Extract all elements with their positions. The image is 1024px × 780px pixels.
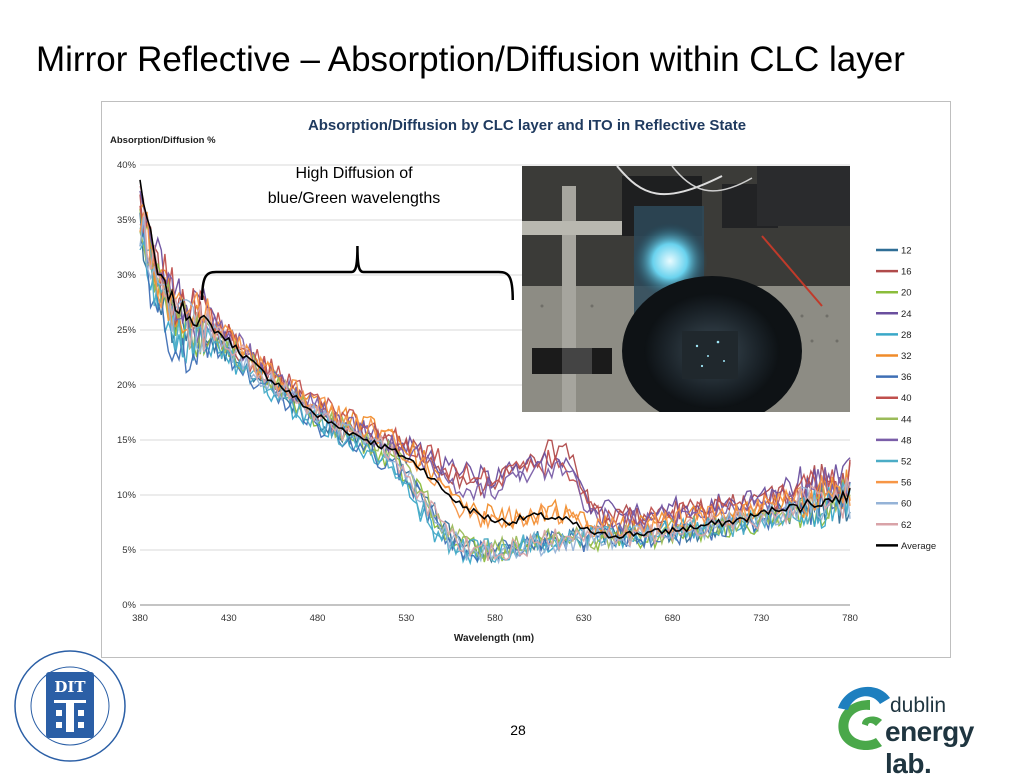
- y-tick-label: 5%: [122, 545, 136, 556]
- legend-label: 48: [901, 435, 912, 446]
- legend-label: Average: [901, 541, 936, 552]
- y-tick-label: 25%: [117, 325, 137, 336]
- legend-label: 36: [901, 372, 912, 383]
- page-number: 28: [510, 722, 526, 738]
- x-tick-label: 480: [310, 613, 326, 624]
- axes: 0% 5% 10% 15% 20% 25% 30% 35% 40% 380 430 480 530 580…: [117, 160, 858, 624]
- chart-title: Absorption/Diffusion by CLC layer and IT…: [308, 117, 746, 134]
- legend-label: 12: [901, 246, 912, 257]
- legend-label: 16: [901, 267, 912, 278]
- legend-label: 40: [901, 393, 912, 404]
- y-tick-label: 10%: [117, 490, 137, 501]
- legend: 12 16 20 24 28 32 36 40 44 48 52 56 60 62 Average: [876, 246, 936, 552]
- y-axis-label: Absorption/Diffusion %: [110, 135, 216, 146]
- legend-label: 62: [901, 520, 912, 531]
- y-tick-label: 40%: [117, 160, 137, 171]
- y-tick-label: 35%: [117, 215, 137, 226]
- x-tick-label: 680: [665, 613, 681, 624]
- x-tick-label: 580: [487, 613, 503, 624]
- logo-text-energy-lab: energy lab.: [885, 716, 974, 779]
- series-line-average: [139, 179, 851, 539]
- series-lines: [139, 179, 851, 566]
- x-tick-label: 630: [576, 613, 592, 624]
- x-tick-label: 780: [842, 613, 858, 624]
- logo-text-dublin: dublin: [890, 694, 947, 717]
- x-tick-label: 380: [132, 613, 148, 624]
- x-tick-label: 530: [398, 613, 414, 624]
- dit-logo: DIT: [12, 648, 128, 764]
- dit-logo-text: DIT: [54, 678, 86, 696]
- legend-label: 32: [901, 351, 912, 362]
- legend-label: 52: [901, 457, 912, 468]
- legend-label: 28: [901, 330, 912, 341]
- dublin-energy-lab-logo: [832, 680, 1014, 756]
- annotation-text-line2: blue/Green wavelengths: [268, 190, 441, 207]
- legend-label: 60: [901, 499, 912, 510]
- y-tick-label: 0%: [122, 600, 136, 611]
- legend-label: 44: [901, 414, 912, 425]
- x-axis-label: Wavelength (nm): [454, 633, 534, 644]
- legend-label: 24: [901, 309, 912, 320]
- legend-label: 56: [901, 478, 912, 489]
- series-line-62: [139, 185, 851, 562]
- y-tick-label: 15%: [117, 435, 137, 446]
- lab-setup-photo: [522, 166, 850, 412]
- series-line-40: [139, 205, 851, 529]
- annotation: High Diffusion of blue/Green wavelengths: [200, 165, 514, 301]
- annotation-brace: [200, 245, 514, 301]
- y-tick-label: 30%: [117, 270, 137, 281]
- slide-title: Mirror Reflective – Absorption/Diffusion…: [36, 40, 905, 79]
- annotation-text-line1: High Diffusion of: [295, 165, 413, 182]
- x-tick-label: 430: [221, 613, 237, 624]
- x-tick-label: 730: [753, 613, 769, 624]
- y-tick-label: 20%: [117, 380, 137, 391]
- legend-label: 20: [901, 288, 912, 299]
